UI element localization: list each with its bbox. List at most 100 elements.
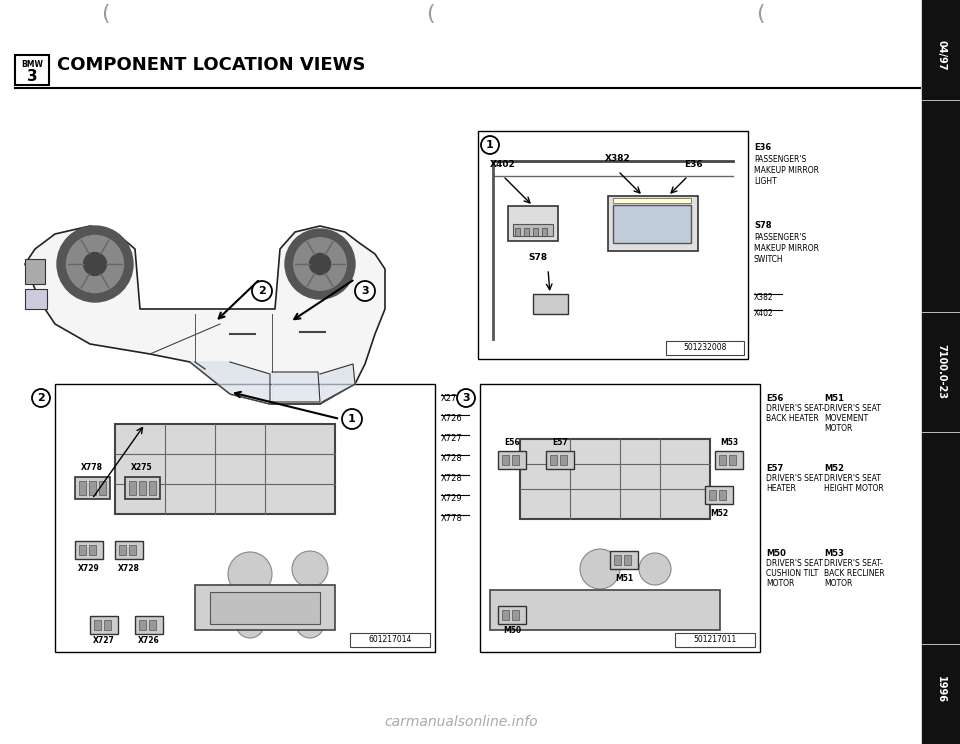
Text: 601217014: 601217014: [369, 635, 412, 644]
Text: E56: E56: [504, 438, 519, 447]
Bar: [79, 481, 86, 495]
Text: BACK RECLINER: BACK RECLINER: [824, 569, 884, 578]
Bar: [490, 590, 720, 630]
Text: X275: X275: [441, 394, 463, 403]
Text: DRIVER'S SEAT-: DRIVER'S SEAT-: [766, 404, 825, 413]
Text: BMW: BMW: [21, 60, 43, 69]
Bar: [515, 228, 520, 236]
Bar: [75, 477, 110, 499]
Polygon shape: [272, 372, 320, 402]
Text: CUSHION TILT: CUSHION TILT: [766, 569, 818, 578]
Polygon shape: [190, 362, 270, 404]
Bar: [729, 455, 736, 465]
Circle shape: [580, 549, 620, 589]
Circle shape: [57, 226, 133, 302]
Bar: [502, 455, 509, 465]
Circle shape: [309, 254, 330, 275]
Text: M52: M52: [710, 509, 728, 518]
Text: X727: X727: [93, 636, 115, 645]
Text: X728: X728: [441, 474, 463, 483]
Text: 3: 3: [462, 393, 469, 403]
Bar: [75, 541, 103, 559]
Bar: [57, 386, 433, 650]
Text: E36: E36: [754, 143, 771, 152]
Text: MAKEUP MIRROR: MAKEUP MIRROR: [754, 166, 819, 175]
Text: M53: M53: [720, 438, 738, 447]
Circle shape: [32, 389, 50, 407]
Bar: [498, 606, 526, 624]
Bar: [533, 294, 568, 314]
Text: 2: 2: [258, 286, 266, 296]
Text: 501232008: 501232008: [684, 344, 727, 353]
Text: PASSENGER'S: PASSENGER'S: [754, 233, 806, 242]
Text: X382: X382: [605, 154, 631, 163]
Text: 501217011: 501217011: [693, 635, 736, 644]
Circle shape: [481, 136, 499, 154]
Bar: [478, 131, 748, 359]
Text: LIGHT: LIGHT: [754, 177, 777, 186]
Text: X402: X402: [754, 309, 774, 318]
Bar: [498, 451, 526, 469]
Circle shape: [292, 551, 328, 587]
Bar: [149, 481, 156, 495]
Bar: [542, 228, 547, 236]
Text: M50: M50: [503, 626, 521, 635]
Text: X726: X726: [441, 414, 463, 423]
Text: 3: 3: [361, 286, 369, 296]
Bar: [608, 196, 698, 251]
Text: M51: M51: [824, 394, 844, 403]
Bar: [94, 620, 101, 630]
Text: X729: X729: [78, 564, 100, 573]
Bar: [79, 545, 86, 555]
Circle shape: [355, 281, 375, 301]
Text: DRIVER'S SEAT-: DRIVER'S SEAT-: [824, 559, 883, 568]
Circle shape: [84, 253, 107, 275]
Text: X727: X727: [441, 434, 463, 443]
Text: 2: 2: [37, 393, 45, 403]
Circle shape: [639, 553, 671, 585]
Bar: [715, 451, 743, 469]
Circle shape: [66, 236, 124, 292]
Text: E36: E36: [684, 160, 703, 169]
Text: DRIVER'S SEAT: DRIVER'S SEAT: [766, 559, 823, 568]
Text: X275: X275: [132, 463, 153, 472]
Bar: [613, 205, 691, 243]
Bar: [508, 206, 558, 241]
Text: (: (: [756, 4, 764, 24]
Bar: [705, 486, 733, 504]
Bar: [210, 592, 320, 624]
Bar: [610, 551, 638, 569]
Polygon shape: [320, 364, 355, 402]
Text: 3: 3: [27, 69, 37, 84]
Polygon shape: [25, 226, 385, 404]
Text: MAKEUP MIRROR: MAKEUP MIRROR: [754, 244, 819, 253]
Text: M53: M53: [824, 549, 844, 558]
Bar: [104, 620, 111, 630]
Text: E57: E57: [552, 438, 568, 447]
Text: E57: E57: [766, 464, 783, 473]
Bar: [89, 481, 96, 495]
Bar: [613, 198, 691, 203]
Text: BACK HEATER: BACK HEATER: [766, 414, 819, 423]
Bar: [524, 228, 529, 236]
Text: 1: 1: [348, 414, 356, 424]
Bar: [533, 228, 538, 236]
Bar: [719, 455, 726, 465]
Bar: [149, 620, 156, 630]
Bar: [624, 555, 631, 565]
Bar: [125, 477, 160, 499]
Text: PASSENGER'S: PASSENGER'S: [754, 155, 806, 164]
Text: DRIVER'S SEAT: DRIVER'S SEAT: [766, 474, 823, 483]
Text: DRIVER'S SEAT: DRIVER'S SEAT: [824, 404, 881, 413]
Bar: [25, 289, 47, 309]
Bar: [614, 555, 621, 565]
Text: S78: S78: [528, 253, 547, 262]
Bar: [89, 545, 96, 555]
Text: E56: E56: [766, 394, 783, 403]
Circle shape: [457, 389, 475, 407]
Bar: [55, 384, 435, 652]
Bar: [15, 55, 49, 85]
Bar: [513, 224, 553, 236]
Text: MOTOR: MOTOR: [824, 424, 852, 433]
Bar: [115, 541, 143, 559]
